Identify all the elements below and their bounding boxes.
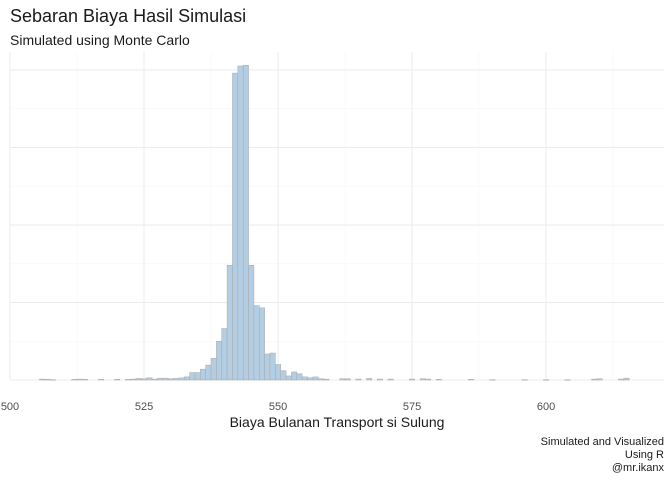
histogram-bar	[173, 378, 180, 381]
histogram-bar	[618, 378, 625, 381]
histogram-bar	[468, 379, 474, 381]
histogram-bar	[178, 377, 185, 381]
caption-line-1: Simulated and Visualized	[541, 436, 664, 448]
histogram-bar	[317, 378, 324, 381]
histogram-bar	[591, 378, 598, 381]
histogram-bar	[237, 65, 244, 381]
histogram-bar	[242, 65, 249, 381]
histogram-bar	[71, 379, 78, 381]
histogram-bar	[387, 378, 394, 381]
histogram-bar	[248, 265, 255, 381]
histogram-bar	[291, 371, 298, 381]
histogram-bar	[355, 378, 362, 381]
histogram-bar	[419, 378, 426, 381]
histogram-bar	[82, 379, 88, 381]
histogram-bar	[135, 378, 142, 381]
histogram-bar	[366, 378, 373, 381]
x-tick-label: 575	[403, 401, 421, 413]
histogram-bar	[216, 341, 222, 381]
histogram-bar	[205, 364, 212, 381]
histogram-bar	[339, 378, 346, 381]
histogram-bar	[259, 307, 265, 381]
histogram-bar	[307, 377, 314, 381]
histogram-bar	[285, 375, 292, 381]
histogram-bar	[425, 378, 432, 381]
histogram-bar	[49, 379, 56, 381]
histogram-bar	[301, 376, 308, 381]
x-tick-label: 550	[269, 401, 287, 413]
histogram-bar	[194, 372, 201, 381]
histogram-bar	[98, 379, 105, 381]
histogram-bar	[183, 376, 190, 381]
histogram-bar	[312, 376, 319, 381]
histogram-bar	[141, 378, 147, 381]
histogram-bar	[125, 379, 131, 381]
histogram-bar	[623, 377, 630, 381]
histogram-bar	[167, 378, 174, 381]
x-tick-label: 500	[1, 401, 19, 413]
caption-line-3: @mr.ikanx	[612, 462, 665, 474]
histogram-bar	[232, 72, 239, 381]
grid-lines	[9, 52, 664, 381]
chart-title: Sebaran Biaya Hasil Simulasi	[10, 6, 246, 26]
histogram-bar	[564, 379, 571, 381]
histogram-bar	[157, 377, 164, 381]
histogram-bars	[39, 65, 630, 381]
histogram-bar	[409, 378, 415, 381]
histogram-bar	[489, 379, 496, 381]
histogram-bar	[221, 328, 228, 381]
histogram-bar	[253, 305, 260, 381]
histogram-bar	[344, 378, 351, 381]
histogram-bar	[280, 370, 287, 381]
histogram-bar	[269, 352, 276, 381]
x-tick-label: 525	[135, 401, 153, 413]
histogram-bar	[162, 377, 169, 381]
histogram-bar	[130, 378, 137, 381]
histogram-bar	[189, 372, 196, 381]
histogram-bar	[200, 368, 206, 381]
histogram-bar	[146, 377, 153, 381]
caption-line-2: Using R	[625, 449, 664, 461]
histogram-bar	[76, 378, 83, 381]
histogram-bar	[323, 378, 330, 381]
histogram-bar	[44, 379, 51, 381]
histogram-bar	[435, 379, 442, 381]
chart-subtitle: Simulated using Monte Carlo	[10, 32, 190, 48]
histogram-bar	[264, 353, 271, 381]
histogram-bar	[151, 378, 158, 381]
x-axis-ticks: 500 525 550 575 600	[1, 401, 555, 413]
histogram-bar	[226, 265, 233, 381]
x-axis-label: Biaya Bulanan Transport si Sulung	[230, 414, 445, 430]
x-tick-label: 600	[537, 401, 555, 413]
histogram-bar	[114, 379, 121, 381]
histogram-bar	[39, 378, 46, 381]
histogram-bar	[296, 373, 303, 381]
histogram-bar	[521, 379, 528, 381]
histogram-bar	[596, 378, 603, 381]
histogram-bar	[376, 378, 383, 381]
histogram-bar	[275, 364, 281, 381]
histogram-bar	[543, 379, 549, 381]
histogram-bar	[210, 358, 217, 381]
